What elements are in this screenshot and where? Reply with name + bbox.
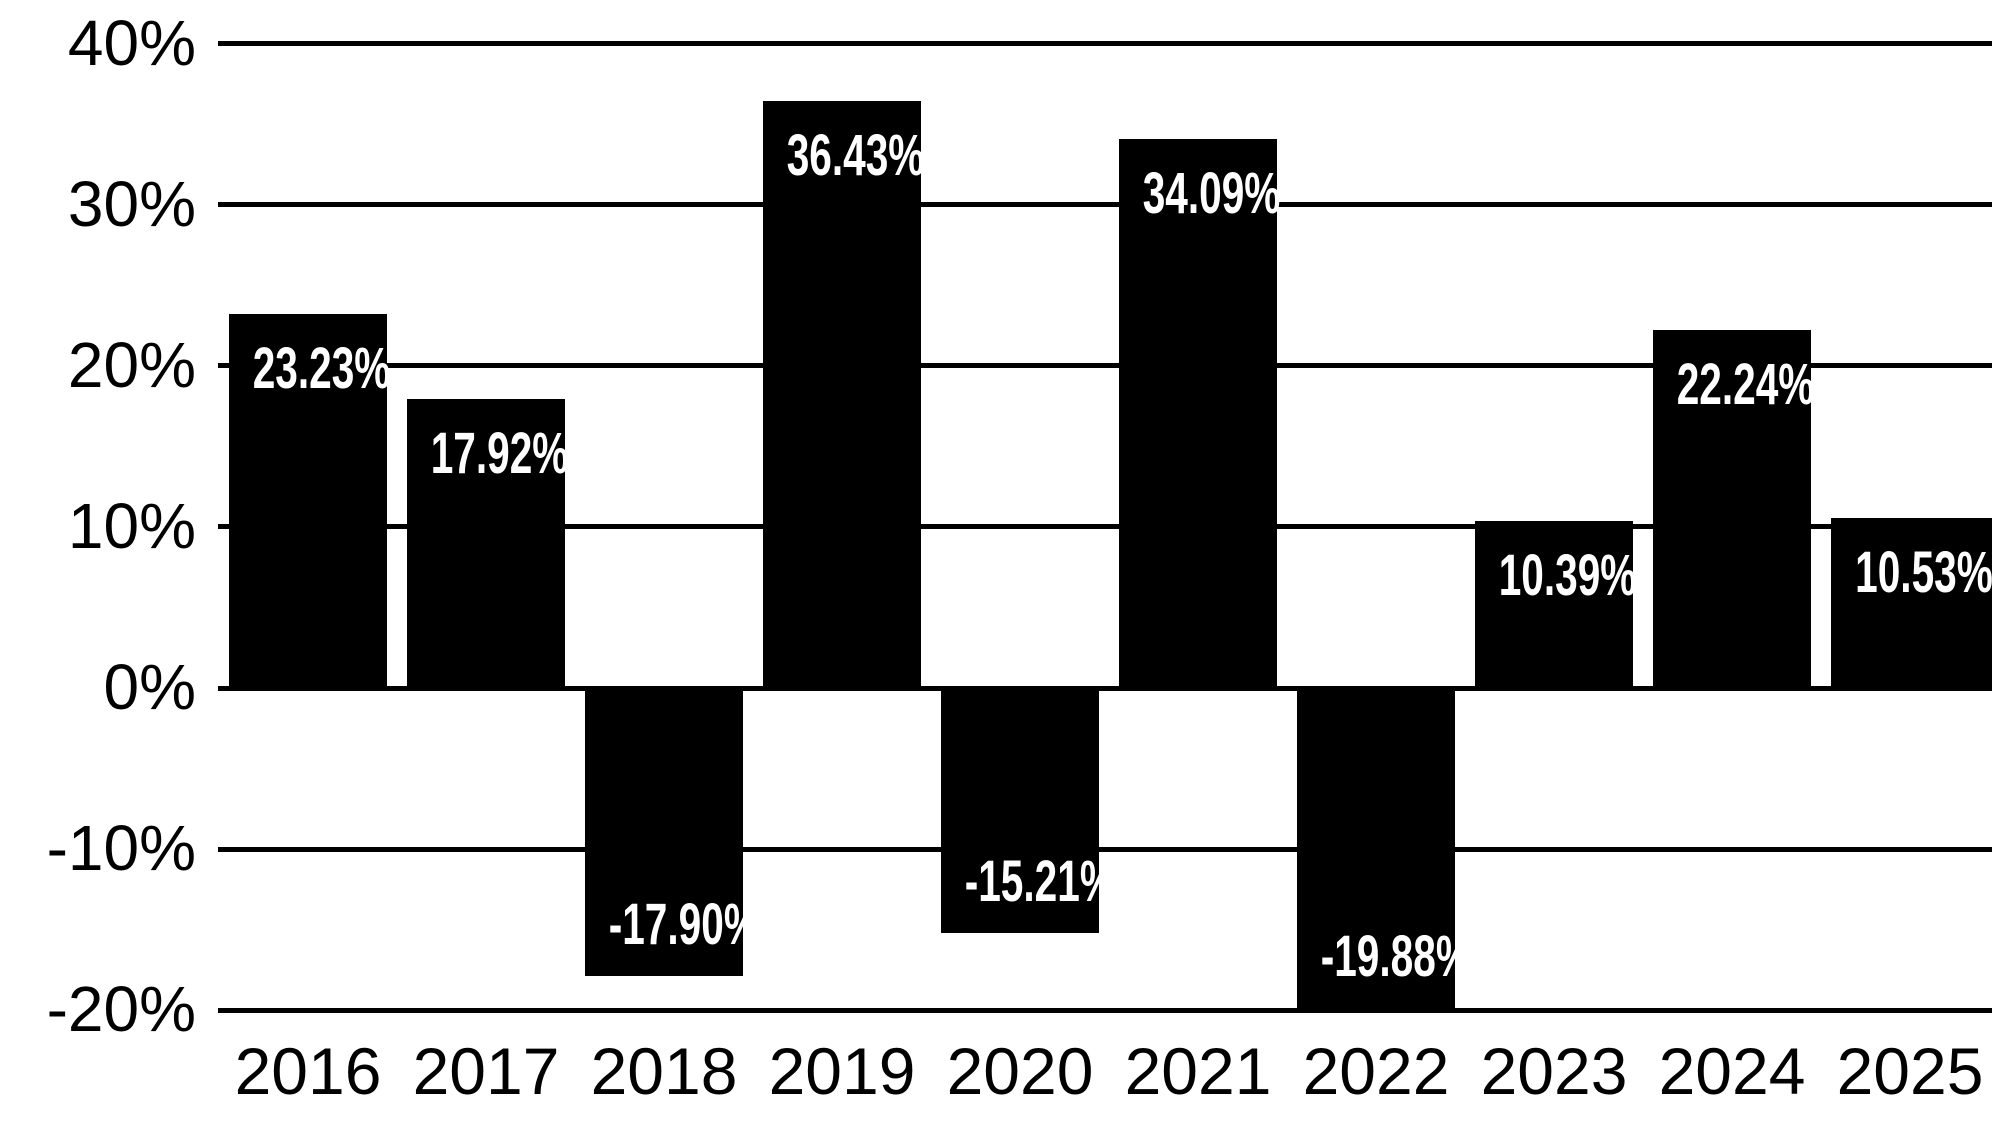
y-tick-label-40%: 40% xyxy=(67,7,196,79)
x-tick-label-2018: 2018 xyxy=(590,1034,738,1108)
x-tick-label-2022: 2022 xyxy=(1302,1034,1450,1108)
gridline--10% xyxy=(218,847,1992,852)
y-tick-label-20%: 20% xyxy=(67,329,196,401)
bar-2021 xyxy=(1119,139,1277,691)
bar-value-label-2019: 36.43% xyxy=(786,123,925,188)
y-tick-label-0%: 0% xyxy=(103,651,197,723)
bar-2020 xyxy=(941,686,1099,933)
bar-value-label-2018: -17.90% xyxy=(608,892,760,957)
y-tick-label--20%: -20% xyxy=(46,973,196,1045)
bar-2016 xyxy=(229,314,387,691)
gridline--20% xyxy=(218,1008,1992,1013)
x-tick-label-2024: 2024 xyxy=(1658,1034,1806,1108)
bar-value-label-2017: 17.92% xyxy=(430,421,569,486)
bar-2017 xyxy=(407,399,565,691)
bar-value-label-2025: 10.53% xyxy=(1855,540,1992,605)
x-tick-label-2019: 2019 xyxy=(768,1034,916,1108)
x-tick-label-2021: 2021 xyxy=(1124,1034,1272,1108)
bar-2019 xyxy=(763,101,921,691)
gridline-10% xyxy=(218,524,1992,529)
bar-value-label-2022: -19.88% xyxy=(1320,924,1472,989)
y-tick-label--10%: -10% xyxy=(46,812,196,884)
x-tick-label-2025: 2025 xyxy=(1836,1034,1984,1108)
bar-value-label-2023: 10.39% xyxy=(1498,543,1637,608)
gridline-0% xyxy=(218,686,1992,691)
y-tick-label-30%: 30% xyxy=(67,168,196,240)
bar-2024 xyxy=(1653,330,1811,691)
bar-value-label-2024: 22.24% xyxy=(1676,352,1815,417)
gridline-20% xyxy=(218,363,1992,368)
bar-2025 xyxy=(1831,518,1992,691)
bar-value-label-2016: 23.23% xyxy=(252,336,391,401)
bar-value-label-2020: -15.21% xyxy=(964,849,1116,914)
y-tick-label-10%: 10% xyxy=(67,490,196,562)
gridline-40% xyxy=(218,41,1992,46)
gridline-30% xyxy=(218,202,1992,207)
bar-2022 xyxy=(1297,686,1455,1008)
x-tick-label-2023: 2023 xyxy=(1480,1034,1628,1108)
x-tick-label-2020: 2020 xyxy=(946,1034,1094,1108)
bar-2023 xyxy=(1475,521,1633,691)
bar-value-label-2021: 34.09% xyxy=(1142,161,1281,226)
x-tick-label-2017: 2017 xyxy=(412,1034,560,1108)
bar-2018 xyxy=(585,686,743,976)
x-tick-label-2016: 2016 xyxy=(234,1034,382,1108)
